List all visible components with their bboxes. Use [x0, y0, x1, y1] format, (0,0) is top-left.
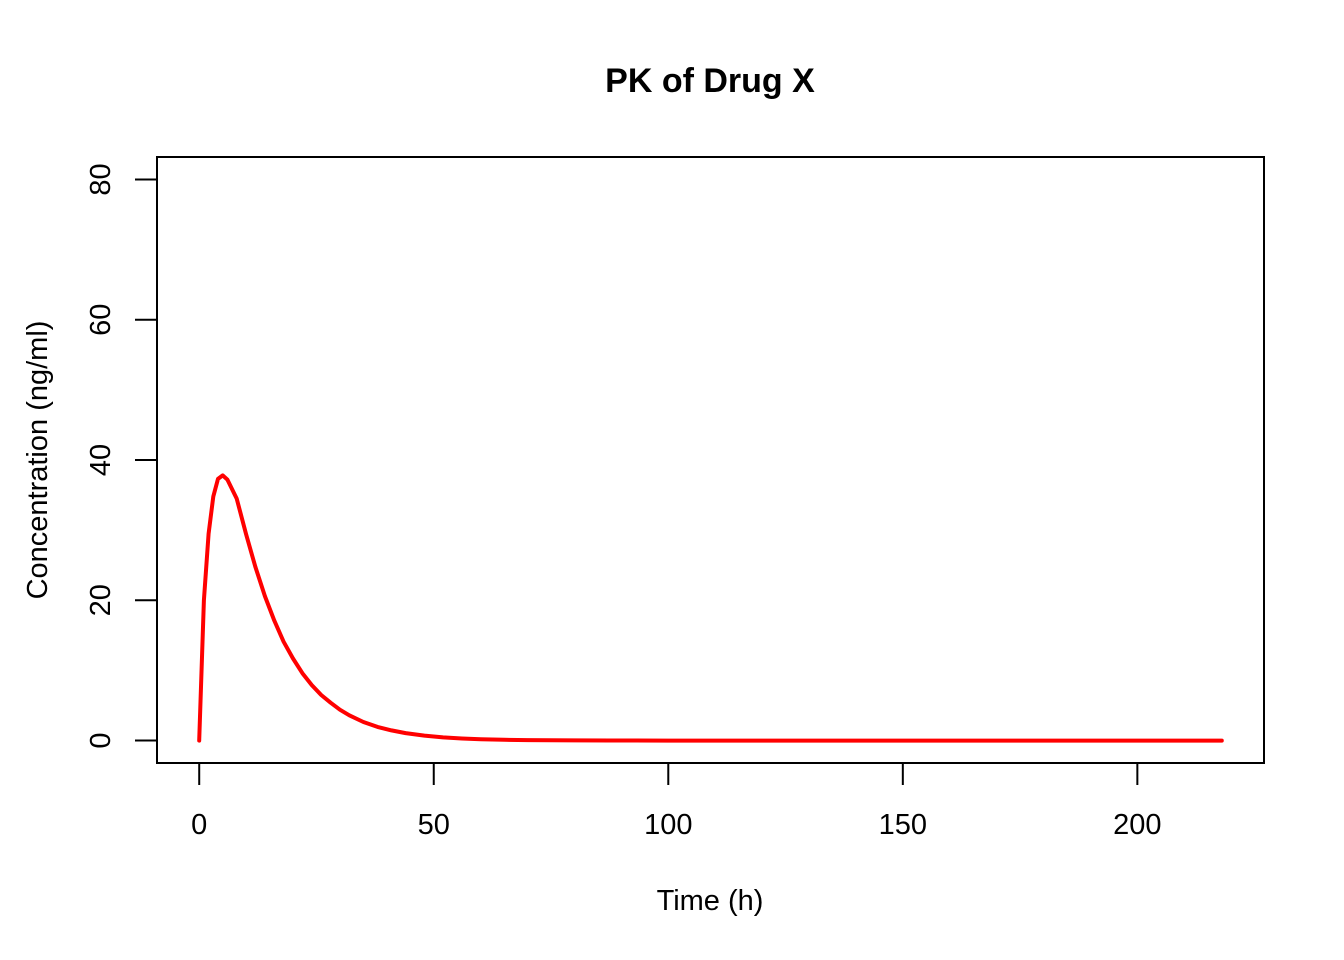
- plot-frame: [156, 156, 1265, 764]
- x-axis-title: Time (h): [657, 885, 764, 917]
- concentration-series-line: [197, 473, 1224, 743]
- x-tick-label: 0: [191, 809, 207, 841]
- y-tick-label: 20: [85, 584, 117, 616]
- y-tick-label: 60: [85, 304, 117, 336]
- chart-title: PK of Drug X: [605, 62, 815, 100]
- y-axis: 0 20 40 60 80: [85, 163, 158, 749]
- x-axis: 0 50 100 150 200: [191, 762, 1162, 841]
- y-axis-title: Concentration (ng/ml): [22, 321, 54, 600]
- y-tick-label: 80: [85, 163, 117, 195]
- y-tick-label: 40: [85, 444, 117, 476]
- x-tick-label: 50: [418, 809, 450, 841]
- x-tick-label: 150: [879, 809, 927, 841]
- y-tick-label: 0: [85, 732, 117, 748]
- x-tick-label: 100: [644, 809, 692, 841]
- x-tick-label: 200: [1113, 809, 1161, 841]
- series-layer: [197, 473, 1224, 743]
